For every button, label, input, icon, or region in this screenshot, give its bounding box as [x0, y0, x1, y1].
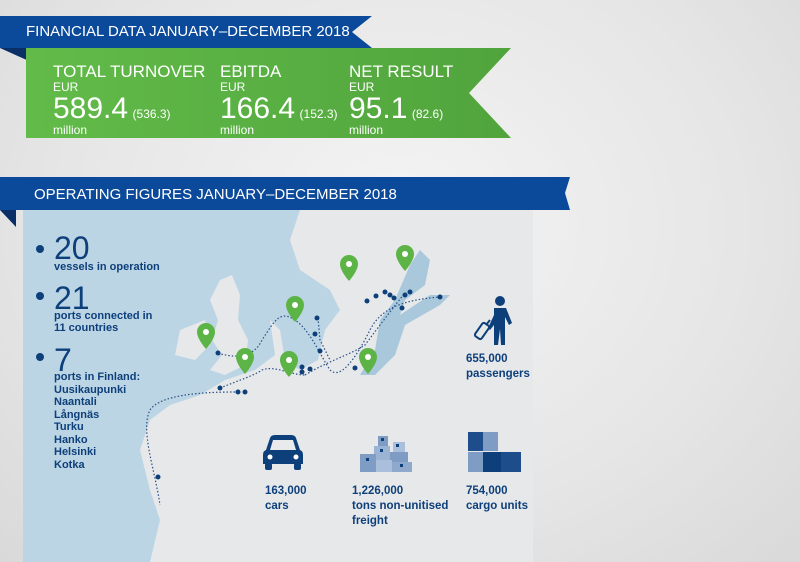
port-name: Helsinki: [54, 446, 97, 458]
bullet: [36, 292, 44, 300]
label: NET RESULT: [349, 62, 454, 81]
total-turnover-block: TOTAL TURNOVER EUR 589.4 (536.3) million: [53, 63, 205, 137]
cars-label: cars: [265, 500, 289, 512]
label: EBITDA: [220, 62, 282, 81]
unit: EUR: [220, 80, 246, 94]
port-name: Turku: [54, 421, 84, 433]
previous-value: (536.3): [132, 107, 171, 121]
scale: million: [53, 123, 88, 137]
finland-ports-label: ports in Finland:: [54, 371, 141, 383]
unit: EUR: [349, 80, 375, 94]
ports-label-1: ports connected in: [54, 310, 153, 322]
operating-map: [0, 177, 570, 562]
previous-value: (82.6): [411, 107, 444, 121]
value: 589.4: [53, 92, 129, 125]
bullet: [36, 353, 44, 361]
port-name: Kotka: [54, 458, 85, 471]
operating-title: OPERATING FIGURES JANUARY–DECEMBER 2018: [34, 186, 397, 203]
freight-label-2: freight: [352, 515, 388, 527]
vessels-value: 20: [54, 230, 90, 266]
traveler-icon: [473, 296, 512, 345]
label: TOTAL TURNOVER: [53, 62, 206, 81]
passengers-value: 655,000: [466, 353, 508, 365]
cargo-value: 754,000: [466, 485, 508, 497]
boxes-icon: [360, 436, 412, 472]
freight-value: 1,226,000: [352, 485, 404, 497]
scale: million: [220, 123, 255, 137]
value: 95.1: [349, 92, 408, 125]
vessels-label: vessels in operation: [54, 261, 160, 273]
baltic: [360, 250, 450, 375]
containers-icon: [468, 432, 521, 472]
unit: EUR: [53, 80, 79, 94]
finland-ports-list: ports in Finland: Uusikaupunki Naantali …: [54, 371, 140, 471]
ebitda-block: EBITDA EUR 166.4 (152.3) million: [220, 63, 338, 137]
passengers-label: passengers: [466, 368, 530, 380]
previous-value: (152.3): [299, 107, 338, 121]
location-pins: [197, 245, 414, 377]
port-name: Naantali: [54, 396, 97, 408]
scale: million: [349, 123, 384, 137]
port-name: Hanko: [54, 433, 88, 446]
routes: [146, 292, 441, 506]
freight-label-1: tons non-unitised: [352, 500, 449, 512]
cars-value: 163,000: [265, 485, 307, 497]
operating-title-ribbon: [0, 177, 570, 210]
financial-banner-shapes: [0, 16, 511, 138]
financial-title: FINANCIAL DATA JANUARY–DECEMBER 2018: [26, 23, 350, 40]
value: 166.4: [220, 92, 296, 125]
port-name: Långnäs: [54, 408, 100, 421]
port-name: Uusikaupunki: [54, 383, 127, 396]
finland-ports-value: 7: [54, 342, 72, 378]
net-result-block: NET RESULT EUR 95.1 (82.6) million: [349, 63, 453, 137]
port-dots: [155, 289, 443, 480]
financial-green-band: [26, 48, 511, 138]
cargo-label: cargo units: [466, 500, 528, 512]
ports-label-2: 11 countries: [54, 322, 119, 334]
car-icon: [263, 435, 303, 470]
ports-value: 21: [54, 280, 90, 316]
financial-title-ribbon: [0, 16, 372, 48]
bullet: [36, 245, 44, 253]
